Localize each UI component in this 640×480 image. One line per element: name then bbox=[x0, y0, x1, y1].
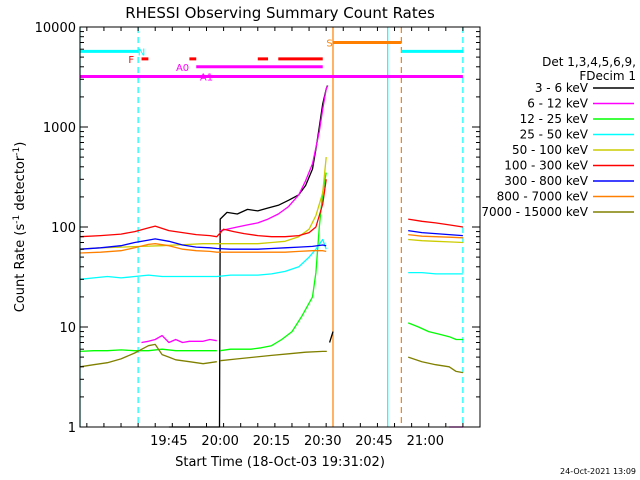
chart-title: RHESSI Observing Summary Count Rates bbox=[125, 4, 435, 22]
series-line-1 bbox=[328, 331, 334, 343]
series-line-2 bbox=[141, 334, 217, 344]
y-axis-label-exp2: -1 bbox=[12, 147, 22, 156]
x-axis-label: Start Time (18-Oct-03 19:31:02) bbox=[175, 455, 385, 470]
legend-label-6: 300 - 800 keV bbox=[504, 174, 588, 188]
series-line-18 bbox=[79, 343, 217, 368]
state-bars: NF S A0 A1 bbox=[80, 38, 463, 83]
legend-header-decimation: FDecim 1 bbox=[579, 69, 636, 83]
x-tick-label-20:30: 20:30 bbox=[304, 434, 341, 449]
state-label-N: N bbox=[138, 47, 145, 58]
x-tick-label-20:15: 20:15 bbox=[253, 434, 290, 449]
y-axis-label-mid: detector bbox=[13, 155, 28, 215]
series-line-14 bbox=[79, 238, 327, 250]
legend-label-3: 25 - 50 keV bbox=[520, 128, 589, 142]
series-line-6 bbox=[220, 172, 327, 352]
series-line-5 bbox=[79, 348, 217, 353]
legend-label-5: 100 - 300 keV bbox=[504, 159, 588, 173]
x-axis: 19:45 20:00 20:15 20:30 20:45 21:00 bbox=[86, 27, 481, 449]
date-stamp: 24-Oct-2021 13:09 bbox=[560, 467, 636, 476]
series-line-17 bbox=[408, 233, 463, 239]
y-tick-label-1: 1 bbox=[68, 421, 76, 436]
y-axis-label: Count Rate (s-1 detector-1) bbox=[12, 142, 28, 313]
y-tick-label-10000: 10000 bbox=[35, 21, 76, 36]
y-tick-label-100: 100 bbox=[51, 221, 76, 236]
legend-label-7: 800 - 7000 keV bbox=[497, 190, 589, 204]
legend-label-8: 7000 - 15000 keV bbox=[481, 205, 588, 219]
series-line-8 bbox=[79, 238, 327, 280]
y-tick-label-10: 10 bbox=[59, 321, 76, 336]
series-line-19 bbox=[220, 350, 327, 362]
x-tick-label-20:45: 20:45 bbox=[355, 434, 392, 449]
series-line-9 bbox=[408, 271, 463, 275]
x-tick-label-19:45: 19:45 bbox=[150, 434, 187, 449]
legend-header-detectors: Det 1,3,4,5,6,9, bbox=[542, 55, 636, 69]
series-line-13 bbox=[408, 218, 463, 228]
legend: Det 1,3,4,5,6,9, FDecim 1 3 - 6 keV 6 - 1… bbox=[481, 55, 636, 219]
legend-label-2: 12 - 25 keV bbox=[520, 112, 589, 126]
y-axis: 1 10 100 1000 10000 bbox=[35, 21, 480, 436]
series-line-12 bbox=[79, 179, 327, 238]
series-line-3 bbox=[220, 85, 329, 232]
y-tick-label-1000: 1000 bbox=[43, 121, 76, 136]
state-label-A1: A1 bbox=[200, 72, 213, 83]
series-line-16 bbox=[79, 243, 327, 254]
series-line-11 bbox=[408, 238, 463, 244]
state-label-F: F bbox=[128, 55, 134, 66]
series-line-20 bbox=[407, 356, 464, 374]
legend-label-1: 6 - 12 keV bbox=[527, 97, 589, 111]
legend-label-0: 3 - 6 keV bbox=[535, 81, 589, 95]
state-label-S: S bbox=[326, 38, 332, 49]
y-axis-label-main: Count Rate (s bbox=[13, 224, 28, 313]
x-tick-label-20:00: 20:00 bbox=[201, 434, 238, 449]
series-line-15 bbox=[408, 229, 463, 237]
legend-label-4: 50 - 100 keV bbox=[512, 143, 589, 157]
x-tick-label-21:00: 21:00 bbox=[407, 434, 444, 449]
state-label-A0: A0 bbox=[176, 63, 189, 74]
y-axis-label-exp1: -1 bbox=[12, 215, 22, 224]
y-axis-label-end: ) bbox=[13, 142, 28, 147]
series-line-7 bbox=[407, 322, 463, 341]
